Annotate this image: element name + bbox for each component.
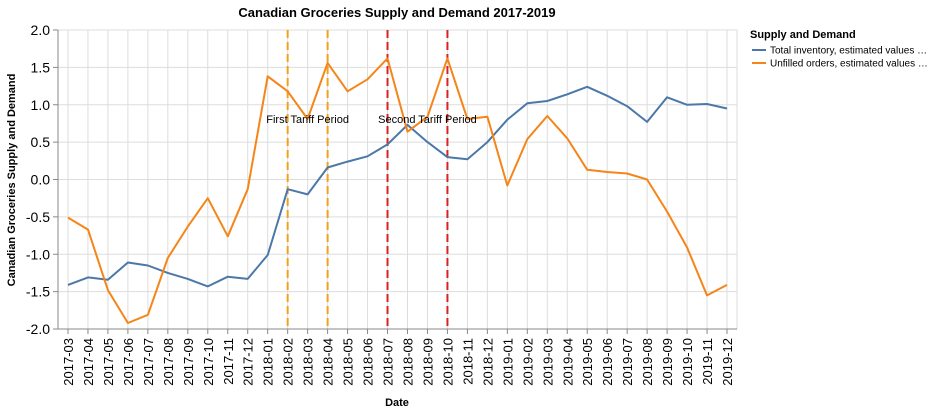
legend-title: Supply and Demand <box>750 29 856 41</box>
y-axis-title: Canadian Groceries Supply and Demand <box>6 74 18 287</box>
x-tick-label: 2018-07 <box>381 338 396 386</box>
x-tick-label: 2018-06 <box>361 338 376 386</box>
x-tick-label: 2019-05 <box>580 338 595 386</box>
y-tick-label: 0.5 <box>31 134 51 150</box>
series-line-1 <box>67 57 728 324</box>
x-tick-label: 2019-11 <box>700 338 715 385</box>
x-tick-label: 2019-01 <box>500 338 515 386</box>
x-tick-label: 2018-03 <box>301 338 316 386</box>
x-tick-label: 2017-04 <box>81 338 96 386</box>
tariff-lines <box>286 30 449 329</box>
x-tick-label: 2019-08 <box>640 338 655 386</box>
x-tick-label: 2019-12 <box>720 338 735 386</box>
y-tick-label: -0.5 <box>26 209 50 225</box>
grid <box>58 29 737 330</box>
y-tick-label: -2.0 <box>26 321 50 337</box>
annotation-label: Second Tariff Period <box>378 114 477 126</box>
y-tick-label: 1.0 <box>31 97 51 113</box>
x-tick-label: 2018-04 <box>321 338 336 386</box>
x-tick-label: 2018-11 <box>460 338 475 385</box>
x-tick-label: 2017-07 <box>141 338 156 386</box>
plot-area: First Tariff Period Second Tariff Period <box>57 29 738 330</box>
x-tick-label: 2017-05 <box>101 338 116 386</box>
y-tick-label: 1.5 <box>31 59 51 75</box>
x-tick-label: 2017-06 <box>121 338 136 386</box>
x-tick-label: 2019-03 <box>540 338 555 386</box>
series-line-0 <box>67 85 728 288</box>
x-tick-label: 2017-09 <box>181 338 196 386</box>
x-tick-label: 2018-05 <box>341 338 356 386</box>
x-tick-label: 2018-02 <box>281 338 296 386</box>
y-tick-label: 0.0 <box>31 172 51 188</box>
x-tick-label: 2017-11 <box>221 338 236 385</box>
x-tick-label: 2017-08 <box>161 338 176 386</box>
x-tick-label: 2019-02 <box>520 338 535 386</box>
x-tick-label: 2019-10 <box>680 338 695 386</box>
x-tick-label: 2018-09 <box>420 338 435 386</box>
x-tick-label: 2019-09 <box>660 338 675 386</box>
x-tick-label: 2017-12 <box>241 338 256 386</box>
y-axis: -2.0 -1.5 -1.0 -0.5 0.0 0.5 1.0 1.5 2.0 <box>26 22 59 337</box>
x-tick-label: 2018-10 <box>440 338 455 386</box>
x-tick-label: 2018-01 <box>261 338 276 386</box>
x-tick-label: 2019-06 <box>600 338 615 386</box>
x-tick-label: 2019-04 <box>560 338 575 386</box>
x-axis: 2017-03 2017-04 2017-05 2017-06 2017-07 2017-… <box>58 328 737 386</box>
annotation-label: First Tariff Period <box>266 114 349 126</box>
annotations: First Tariff Period Second Tariff Period <box>266 114 477 126</box>
x-tick-label: 2018-08 <box>400 338 415 386</box>
x-tick-label: 2018-12 <box>480 338 495 386</box>
legend-label: Unfilled orders, estimated values … <box>770 59 928 70</box>
y-tick-label: -1.0 <box>26 246 50 262</box>
x-axis-title: Date <box>385 397 409 409</box>
legend: Supply and Demand Total inventory, estim… <box>750 29 928 70</box>
legend-label: Total inventory, estimated values … <box>770 46 927 57</box>
x-tick-label: 2017-10 <box>201 338 216 386</box>
chart-title: Canadian Groceries Supply and Demand 201… <box>238 5 555 20</box>
y-tick-label: 2.0 <box>31 22 51 38</box>
x-tick-label: 2017-03 <box>61 338 76 386</box>
series-lines <box>67 57 728 324</box>
x-tick-label: 2019-07 <box>620 338 635 386</box>
y-tick-label: -1.5 <box>26 284 50 300</box>
